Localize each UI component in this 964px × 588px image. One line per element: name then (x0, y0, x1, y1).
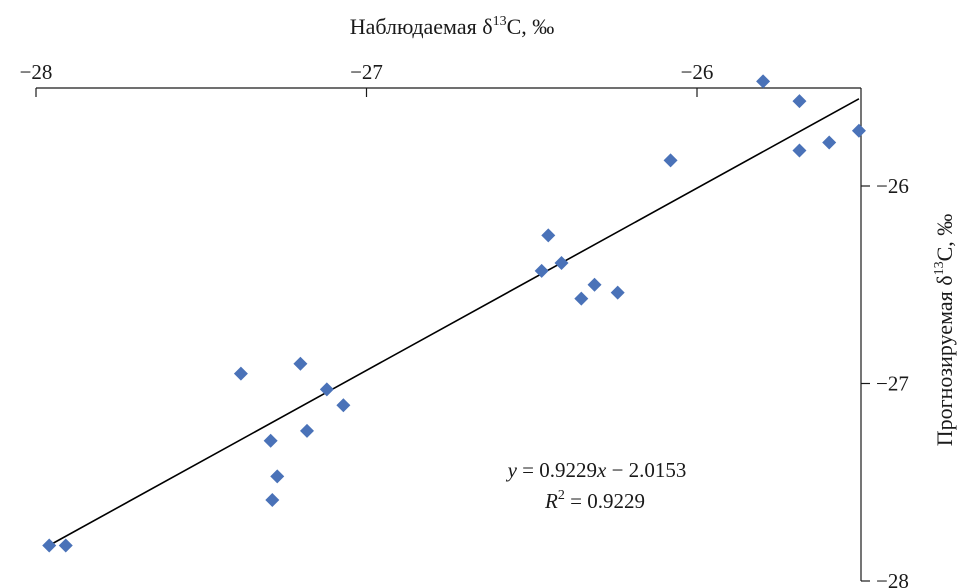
data-point (574, 291, 589, 306)
regression-equation: y = 0.9229x − 2.0153 (506, 458, 687, 482)
x-tick-label: −27 (350, 60, 383, 84)
y-axis-title-sup: 13 (932, 261, 947, 275)
data-point (541, 228, 556, 243)
r-squared-r: R (544, 489, 558, 513)
y-axis-title: Прогнозируемая δ13C, ‰ (932, 214, 957, 447)
r-squared-rest: = 0.9229 (565, 489, 645, 513)
x-tick-label: −28 (20, 60, 53, 84)
data-point (792, 143, 807, 158)
data-point (851, 123, 866, 138)
r-squared: R2 = 0.9229 (544, 488, 645, 513)
data-point (263, 433, 278, 448)
y-tick-label: −27 (876, 372, 909, 396)
data-points (42, 74, 866, 553)
trendline (48, 98, 860, 547)
data-point (792, 94, 807, 109)
data-point (300, 423, 315, 438)
equation-y: y (506, 458, 518, 482)
data-point (587, 277, 602, 292)
y-axis-title-prefix: Прогнозируемая δ (932, 275, 957, 446)
data-point (822, 135, 837, 150)
data-point (554, 256, 569, 271)
x-tick-label: −26 (681, 60, 714, 84)
r-squared-sup: 2 (558, 488, 565, 503)
data-point (319, 382, 334, 397)
y-tick-label: −26 (876, 174, 909, 198)
data-point (265, 493, 280, 508)
equation-x: x (596, 458, 607, 482)
y-tick-label: −28 (876, 569, 909, 588)
data-point (42, 538, 57, 553)
equation-eq: = 0.9229 (517, 458, 597, 482)
x-axis-title-prefix: Наблюдаемая δ (350, 14, 493, 39)
equation-rest: − 2.0153 (606, 458, 686, 482)
data-point (233, 366, 248, 381)
x-axis-ticks: −28 −27 −26 (20, 60, 714, 97)
x-axis-title: Наблюдаемая δ13C, ‰ (350, 14, 555, 39)
data-point (756, 74, 771, 89)
y-axis-title-suffix: C, ‰ (932, 214, 957, 262)
data-point (663, 153, 678, 168)
x-axis-title-suffix: C, ‰ (507, 14, 555, 39)
data-point (534, 263, 549, 278)
x-axis-title-sup: 13 (493, 14, 507, 29)
y-axis-ticks: −26 −27 −28 (861, 174, 909, 588)
data-point (58, 538, 73, 553)
data-point (610, 285, 625, 300)
data-point (270, 469, 285, 484)
data-point (293, 356, 308, 371)
data-point (336, 398, 351, 413)
